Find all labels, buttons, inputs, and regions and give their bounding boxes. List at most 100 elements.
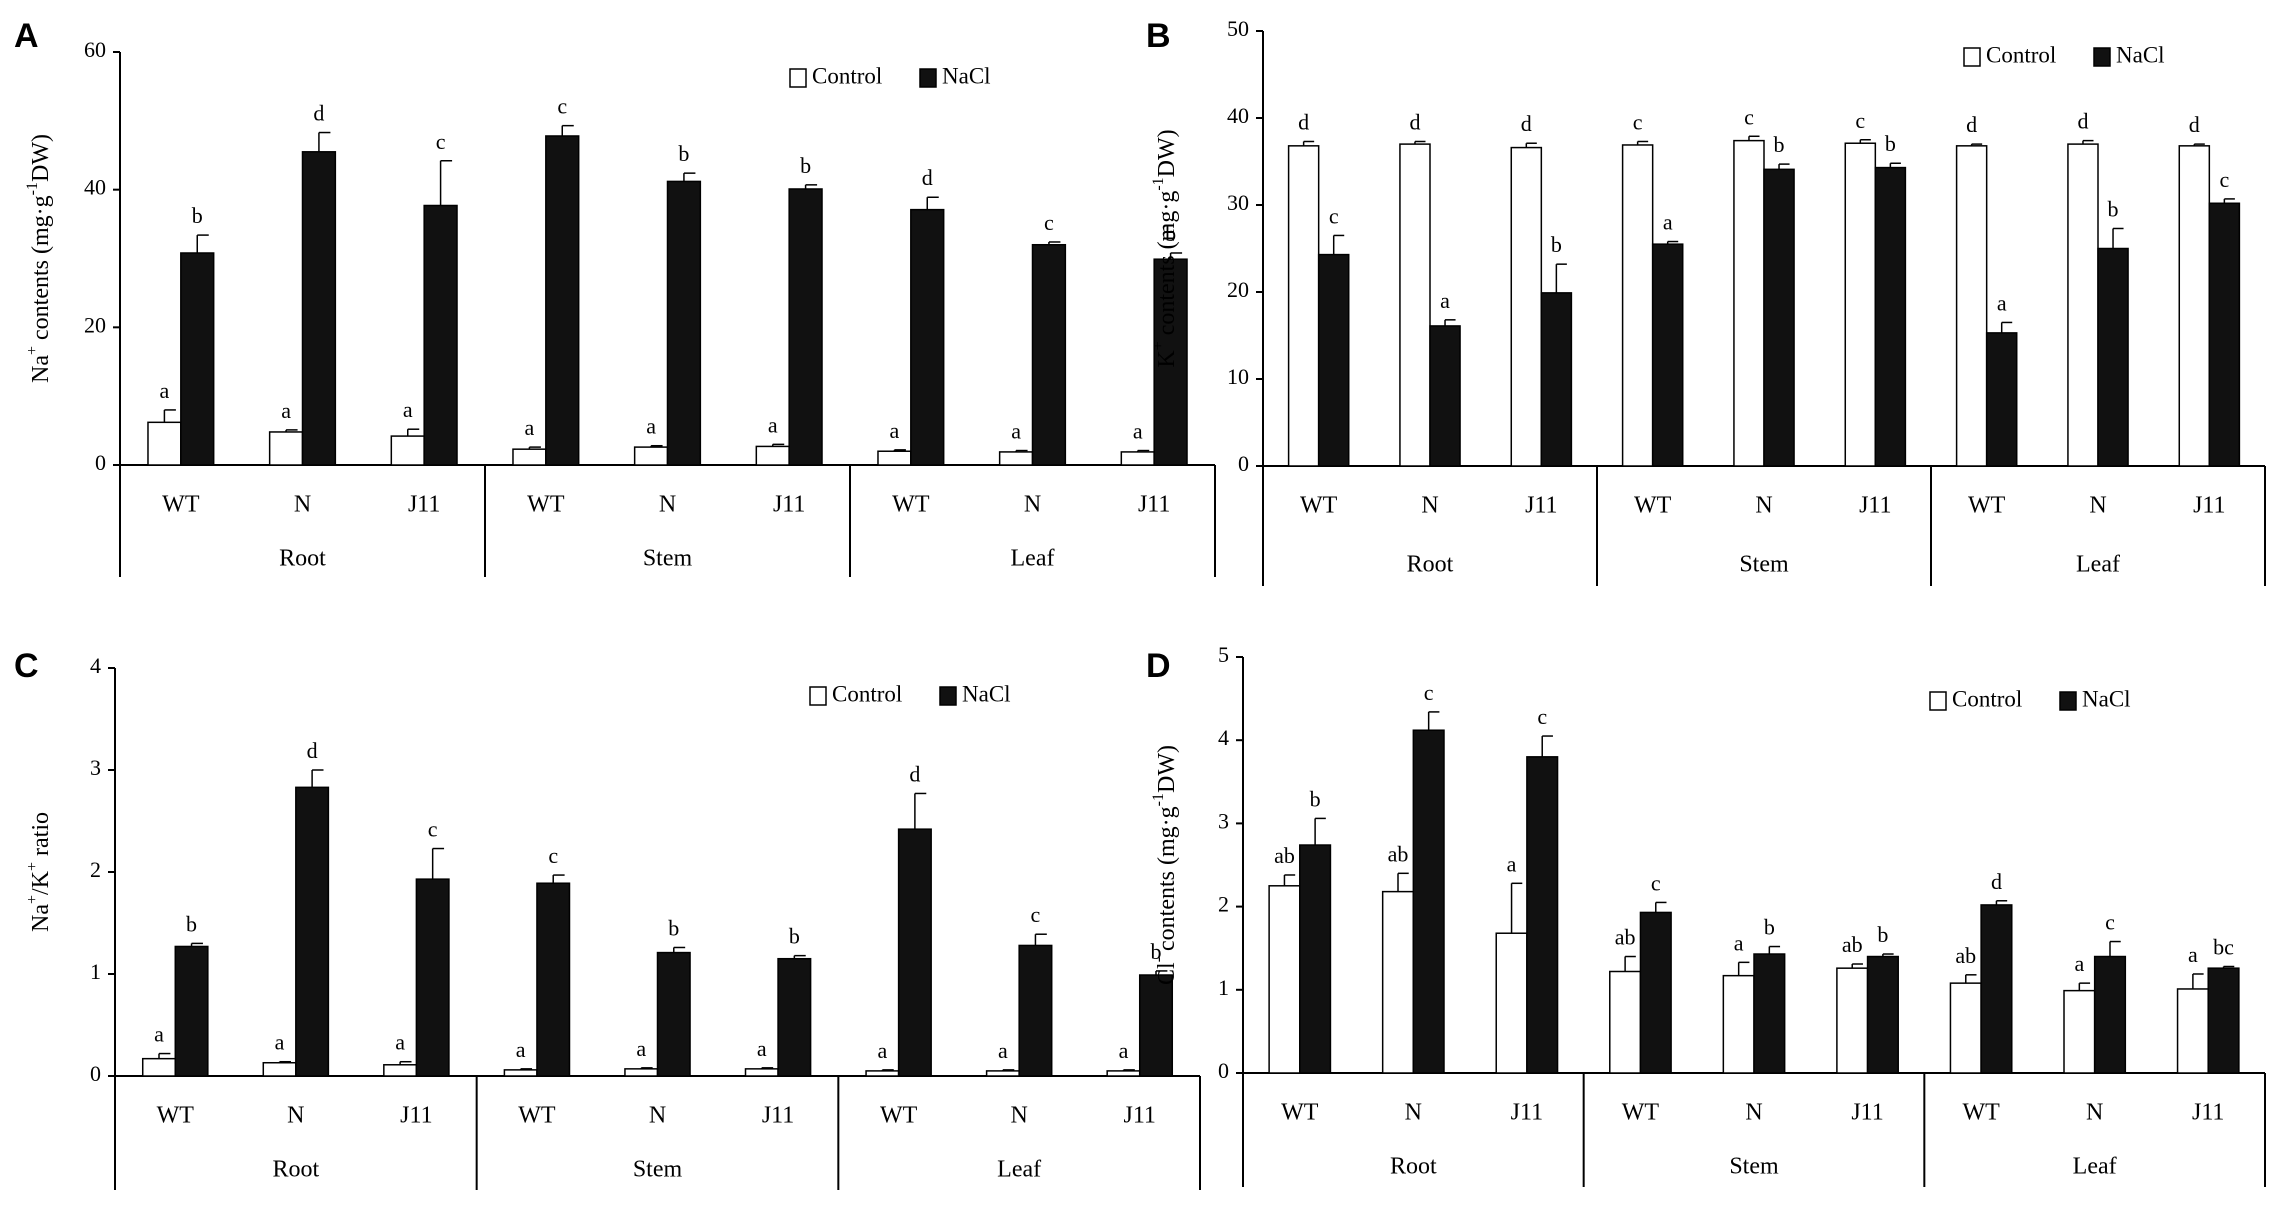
significance-label: a <box>281 398 291 423</box>
significance-label: a <box>636 1036 646 1061</box>
y-tick-label: 3 <box>90 755 101 780</box>
x-tick-label: WT <box>1968 493 2006 519</box>
significance-label: b <box>1310 786 1321 811</box>
significance-label: c <box>1329 203 1339 228</box>
significance-label: c <box>428 817 438 842</box>
panel-letter-d: D <box>1146 647 1171 685</box>
y-axis-label: Na+/K+ ratio <box>24 812 54 932</box>
legend-label-control: Control <box>812 63 882 88</box>
group-label-root: Root <box>1407 552 1454 578</box>
significance-label: ab <box>1842 932 1863 957</box>
bar-nacl <box>423 204 458 466</box>
bar-nacl <box>1299 844 1332 1074</box>
significance-label: c <box>1651 870 1661 895</box>
bar-control <box>1609 970 1642 1074</box>
x-tick-label: J11 <box>408 492 440 518</box>
significance-label: b <box>1774 132 1785 157</box>
y-label-sup: -1 <box>24 182 41 195</box>
y-tick-label: 50 <box>1227 16 1249 41</box>
y-axis-label: Cl- contents (mg·g-1DW) <box>1150 745 1180 985</box>
significance-label: d <box>1409 109 1420 134</box>
bar-nacl <box>2207 967 2240 1074</box>
bar-nacl <box>1540 292 1573 467</box>
y-label-part: contents (mg·g <box>28 195 54 346</box>
bar-control <box>147 421 182 466</box>
bar-control <box>262 1061 297 1077</box>
y-tick-label: 1 <box>90 959 101 984</box>
y-tick-label: 1 <box>1218 975 1229 1000</box>
x-tick-label: J11 <box>1859 493 1891 519</box>
significance-label: b <box>800 153 811 178</box>
bar-nacl <box>1031 243 1067 466</box>
x-tick-label: N <box>659 492 676 518</box>
significance-label: b <box>1877 922 1888 947</box>
bar-nacl <box>897 828 932 1077</box>
x-tick-label: J11 <box>2193 493 2225 519</box>
bar-nacl <box>1985 332 2018 467</box>
x-tick-label: WT <box>1634 493 1672 519</box>
panel-letter-b: B <box>1146 17 1171 55</box>
x-tick-label: N <box>1010 1103 1027 1129</box>
x-tick-label: N <box>294 492 311 518</box>
y-label-part: Na <box>28 904 54 932</box>
y-axis-label: K+ contents (mg·g-1DW) <box>1150 129 1180 367</box>
significance-label: c <box>1744 104 1754 129</box>
significance-label: a <box>516 1037 526 1062</box>
legend-label-nacl: NaCl <box>962 681 1011 706</box>
legend-swatch-nacl <box>2093 47 2111 67</box>
y-label-part: Na <box>28 355 54 383</box>
bar-control <box>383 1064 418 1077</box>
bar-control <box>1495 932 1528 1074</box>
x-tick-label: N <box>2086 1100 2103 1126</box>
group-label-leaf: Leaf <box>997 1157 1041 1183</box>
significance-label: b <box>192 203 203 228</box>
significance-label: a <box>1011 419 1021 444</box>
panel-letter-c: C <box>14 647 39 685</box>
significance-label: d <box>2189 112 2200 137</box>
chart-panel-b: B 0 10 20 30 40 50 K+ contents (mg·g-1DW) Root St… <box>1146 16 2266 586</box>
significance-label: d <box>909 761 920 786</box>
y-tick-label: 40 <box>1227 103 1249 128</box>
significance-label: bc <box>2213 935 2234 960</box>
bar-nacl <box>2093 955 2127 1074</box>
bar-control <box>1399 143 1431 467</box>
bar-control <box>2178 145 2211 467</box>
legend-swatch-control <box>1929 691 1947 711</box>
x-tick-label: WT <box>157 1103 195 1129</box>
bar-control <box>2067 143 2099 467</box>
significance-label: a <box>890 418 900 443</box>
bar-nacl <box>1866 955 1899 1074</box>
bar-control <box>865 1070 900 1077</box>
y-label-sup: + <box>1150 341 1167 350</box>
bar-nacl <box>1639 911 1672 1074</box>
y-tick-label: 0 <box>90 1061 101 1086</box>
significance-label: b <box>1885 131 1896 156</box>
bar-control <box>1949 982 1982 1074</box>
significance-label: d <box>922 165 933 190</box>
x-tick-label: J11 <box>1525 493 1557 519</box>
significance-label: b <box>1150 939 1161 964</box>
bar-nacl <box>536 882 571 1077</box>
y-label-part: contents (mg·g <box>1154 806 1180 957</box>
y-tick-label: 0 <box>95 450 106 475</box>
significance-label: a <box>646 414 656 439</box>
x-tick-label: WT <box>1962 1100 2000 1126</box>
bar-control <box>1836 967 1869 1074</box>
bar-nacl <box>1526 756 1559 1074</box>
significance-label: c <box>1031 902 1041 927</box>
bar-control <box>624 1068 659 1077</box>
significance-label: b <box>186 911 197 936</box>
group-label-stem: Stem <box>633 1157 683 1183</box>
legend-swatch-control <box>809 686 827 706</box>
bar-nacl <box>301 151 337 466</box>
significance-label: c <box>1633 109 1643 134</box>
bar-control <box>1844 142 1877 467</box>
significance-label: b <box>1165 221 1176 246</box>
group-label-stem: Stem <box>1729 1154 1779 1180</box>
y-tick-label: 20 <box>84 312 106 337</box>
y-tick-label: 30 <box>1227 190 1249 215</box>
bar-nacl <box>656 951 691 1077</box>
bar-control <box>1287 145 1320 467</box>
legend: Control NaCl <box>1963 42 2165 67</box>
significance-label: ab <box>1955 943 1976 968</box>
